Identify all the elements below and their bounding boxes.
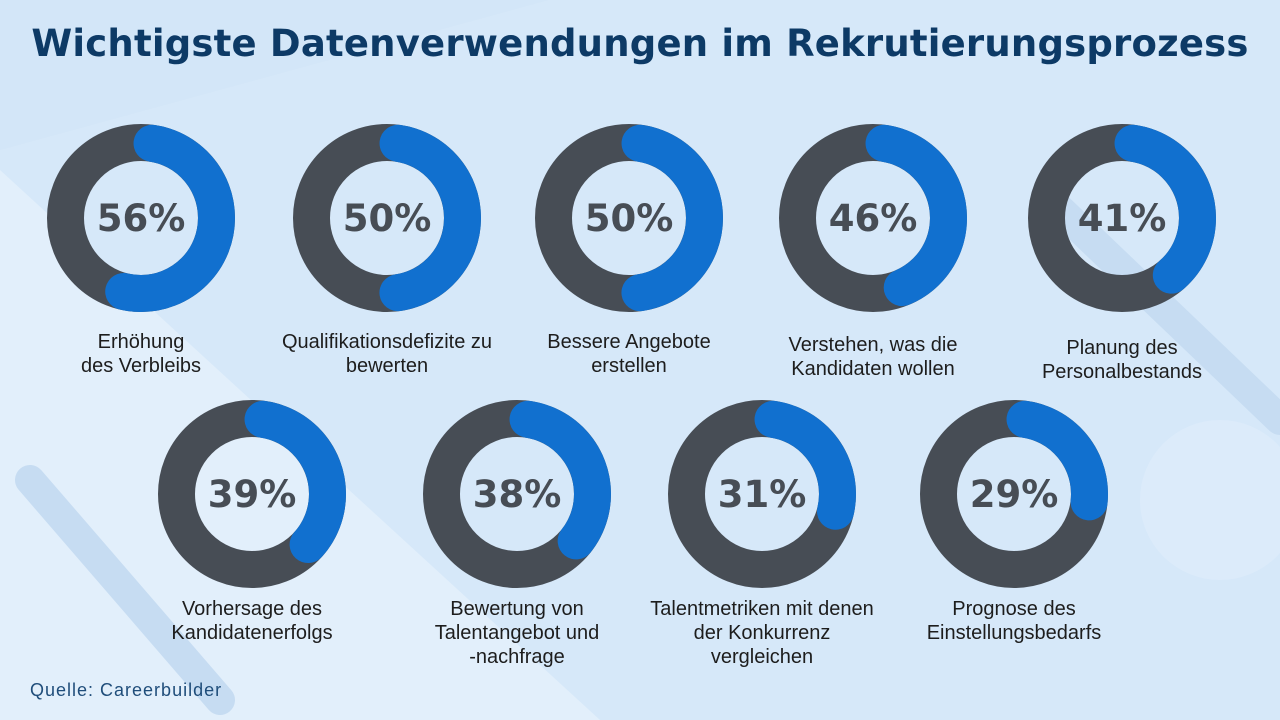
category-label-line: Verstehen, was die xyxy=(788,334,958,356)
category-label-line: Prognose des xyxy=(952,598,1076,620)
category-label: Talentmetriken mit denen der Konkurrenz ve… xyxy=(632,597,892,669)
source-note: Quelle: Careerbuilder xyxy=(30,680,223,700)
category-label: Qualifikationsdefizite zu bewerten xyxy=(257,330,517,378)
page-title: Wichtigste Datenverwendungen im Rekrutie… xyxy=(31,22,1249,65)
donut-value-label: 31% xyxy=(718,473,807,516)
donut-value-label: 46% xyxy=(829,197,918,240)
category-label-line: Bessere Angebote xyxy=(547,331,711,353)
donut-9: 29% xyxy=(920,400,1108,588)
donut-value-label: 50% xyxy=(343,197,432,240)
category-label-line: Qualifikationsdefizite zu xyxy=(281,331,493,353)
donut-6: 39% xyxy=(158,400,346,588)
category-label-line: -nachfrage xyxy=(469,646,565,668)
donut-value-label: 38% xyxy=(473,473,562,516)
category-label-line: Erhöhung xyxy=(97,331,185,353)
donut-value-arc xyxy=(779,124,967,312)
category-label-line: Planung des xyxy=(1066,337,1178,359)
category-label-line: Bewertung von xyxy=(450,598,584,620)
category-label: Bewertung von Talentangebot und -nachfrage xyxy=(387,597,647,669)
donut-7: 38% xyxy=(423,400,611,588)
donut-value-arc xyxy=(535,124,723,312)
category-label-line: vergleichen xyxy=(710,646,814,668)
category-label: Prognose des Einstellungsbedarfs xyxy=(884,597,1144,645)
donut-2: 50% xyxy=(293,124,481,312)
donut-1: 56% xyxy=(47,124,235,312)
category-label-line: erstellen xyxy=(591,355,667,377)
donut-value-arc xyxy=(668,400,856,588)
category-label-line: Vorhersage des xyxy=(181,598,323,620)
category-label-line: Talentangebot und xyxy=(434,622,600,644)
category-label-line: Personalbestands xyxy=(1041,361,1203,383)
category-label: Bessere Angebote erstellen xyxy=(499,330,759,378)
category-label: Vorhersage des Kandidatenerfolgs xyxy=(122,597,382,645)
category-label-line: bewerten xyxy=(345,355,429,377)
donut-8: 31% xyxy=(668,400,856,588)
donut-value-arc xyxy=(158,400,346,588)
category-label-line: Kandidatenerfolgs xyxy=(171,622,333,644)
donut-value-label: 56% xyxy=(97,197,186,240)
category-label: Planung des Personalbestands xyxy=(992,336,1252,384)
category-label: Verstehen, was die Kandidaten wollen xyxy=(743,333,1003,381)
donut-value-label: 39% xyxy=(208,473,297,516)
category-label-line: Kandidaten wollen xyxy=(791,358,955,380)
category-label-line: Talentmetriken mit denen xyxy=(650,598,874,620)
donut-value-arc xyxy=(293,124,481,312)
donut-value-arc xyxy=(920,400,1108,588)
donut-4: 46% xyxy=(779,124,967,312)
category-label-line: der Konkurrenz xyxy=(693,622,831,644)
donut-value-arc xyxy=(1028,124,1216,312)
donut-value-label: 29% xyxy=(970,473,1059,516)
category-label: Erhöhung des Verbleibs xyxy=(11,330,271,378)
donut-value-arc xyxy=(423,400,611,588)
donut-5: 41% xyxy=(1028,124,1216,312)
donut-3: 50% xyxy=(535,124,723,312)
donut-value-arc xyxy=(47,124,235,312)
donut-value-label: 41% xyxy=(1078,197,1167,240)
donut-value-label: 50% xyxy=(585,197,674,240)
category-label-line: Einstellungsbedarfs xyxy=(926,622,1102,644)
category-label-line: des Verbleibs xyxy=(80,355,202,377)
